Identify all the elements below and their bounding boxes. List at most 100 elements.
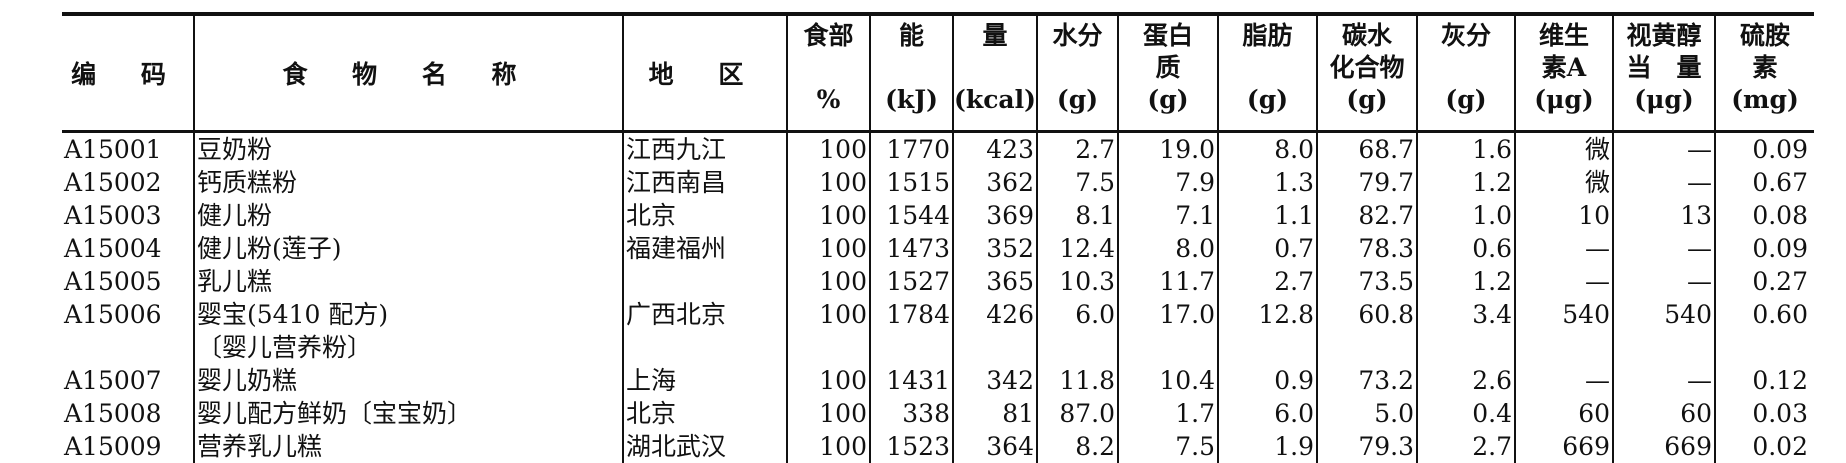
header-line: 素 xyxy=(1752,53,1778,82)
cell-thiamine: 0.08 xyxy=(1714,198,1814,232)
cell-fat: 1.1 xyxy=(1217,198,1317,232)
cell-food-name: 健儿粉 xyxy=(193,198,623,232)
column-header-thiamine: 硫胺素 (mg) xyxy=(1714,14,1814,131)
cell-code: A15001 xyxy=(64,134,162,164)
cell-retinol-equivalent: — xyxy=(1612,131,1715,166)
cell-vitamin-a xyxy=(1514,330,1613,364)
cell-carbohydrate: 78.3 xyxy=(1316,231,1417,265)
cell-water: 10.3 xyxy=(1036,264,1118,298)
table-row: A15005 乳儿糕 100 1527 365 10.3 11.7 2.7 73.5 1.2— —0… xyxy=(62,264,1814,298)
table-row: A15002 钙质糕粉 江西南昌 100 1515 362 7.5 7.9 1.3 79.7 1.2… xyxy=(62,165,1814,199)
cell-edible-portion: 100 xyxy=(786,396,870,430)
cell-protein: 17.0 xyxy=(1117,297,1218,331)
cell-retinol-equivalent: 669 xyxy=(1612,429,1715,463)
header-line: 当 量 xyxy=(1626,53,1702,82)
cell-water: 6.0 xyxy=(1036,297,1118,331)
column-header-energy-kcal: 量 (kcal) xyxy=(952,14,1037,131)
cell-retinol-equivalent: — xyxy=(1612,264,1715,298)
header-line: 地 区 xyxy=(648,59,762,89)
header-line: (g) xyxy=(1246,85,1289,114)
cell-water xyxy=(1036,330,1118,364)
cell-energy-kj: 1523 xyxy=(869,429,953,463)
cell-energy-kj: 338 xyxy=(869,396,953,430)
header-line: (kcal) xyxy=(954,85,1036,114)
cell-ash: 0.4 xyxy=(1416,396,1515,430)
cell-region: 广西北京 xyxy=(622,297,787,331)
column-header-region: 地 区 xyxy=(622,14,787,131)
cell-region: 湖北武汉 xyxy=(622,429,787,463)
cell-protein: 19.0 xyxy=(1117,131,1218,166)
cell-edible-portion: 100 xyxy=(786,231,870,265)
cell-protein xyxy=(1117,330,1218,364)
cell-food-name: 健儿粉(莲子) xyxy=(193,231,623,265)
column-header-energy-kj: 能 (kJ) xyxy=(869,14,953,131)
cell-vitamin-a: — xyxy=(1514,231,1613,265)
header-line: 水分 xyxy=(1052,21,1103,50)
cell-fat: 0.9 xyxy=(1217,363,1317,397)
cell-carbohydrate: 73.2 xyxy=(1316,363,1417,397)
table-header: 编 码食 物 名 称地 区食部% 能 (kJ) 量 (kcal) 水分 (g) 蛋白质 (g) 脂… xyxy=(62,14,1814,131)
cell-vitamin-a: 60 xyxy=(1514,396,1613,430)
cell-code xyxy=(62,331,194,364)
cell-energy-kcal: 426 xyxy=(952,297,1037,331)
header-line: 能 xyxy=(898,21,924,50)
cell-region: 北京 xyxy=(622,198,787,232)
cell-ash: 0.6 xyxy=(1416,231,1515,265)
header-line: 维生 xyxy=(1538,21,1589,50)
table-row: A15006 婴宝(5410 配方) 广西北京 100 1784 426 6.0 17.0 12… xyxy=(62,297,1814,331)
cell-water: 87.0 xyxy=(1036,396,1118,430)
header-line: 量 xyxy=(982,21,1008,50)
cell-region: 上海 xyxy=(622,363,787,397)
header-line: % xyxy=(816,85,841,114)
cell-vitamin-a: — xyxy=(1514,363,1613,397)
cell-thiamine xyxy=(1714,330,1814,364)
cell-protein: 7.1 xyxy=(1117,198,1218,232)
cell-thiamine: 0.12 xyxy=(1714,363,1814,397)
cell-energy-kcal xyxy=(952,330,1037,364)
cell-protein: 10.4 xyxy=(1117,363,1218,397)
cell-ash: 1.2 xyxy=(1416,264,1515,298)
header-line: (kJ) xyxy=(885,85,938,114)
header-line: 食 物 名 称 xyxy=(282,59,535,89)
cell-food-name: 婴儿奶糕 xyxy=(193,363,623,397)
header-line xyxy=(1418,52,1514,84)
header-line: (μg) xyxy=(1534,85,1594,114)
header-line: 脂肪 xyxy=(1242,21,1293,50)
table-row: A15009 营养乳儿糕 湖北武汉 100 1523 364 8.2 7.5 1.9 79.3 2.… xyxy=(62,429,1814,463)
header-line: (g) xyxy=(1346,85,1388,114)
cell-fat: 0.7 xyxy=(1217,231,1317,265)
cell-thiamine: 0.03 xyxy=(1714,396,1814,430)
cell-food-name: 婴宝(5410 配方) xyxy=(193,297,623,331)
cell-retinol-equivalent: — xyxy=(1612,165,1715,199)
cell-water: 8.2 xyxy=(1036,429,1118,463)
header-line: 蛋白 xyxy=(1142,21,1193,50)
cell-edible-portion: 100 xyxy=(786,198,870,232)
table-row: 〔婴儿营养粉〕 xyxy=(62,330,1814,364)
table-body: A15001 豆奶粉 江西九江 100 1770 423 2.7 19.0 8.0 68.7 1.6… xyxy=(62,131,1814,463)
cell-thiamine: 0.67 xyxy=(1714,165,1814,199)
cell-code: A15009 xyxy=(64,431,162,461)
cell-water: 11.8 xyxy=(1036,363,1118,397)
cell-code: A15008 xyxy=(64,398,162,428)
cell-retinol-equivalent: — xyxy=(1612,363,1715,397)
cell-energy-kcal: 352 xyxy=(952,231,1037,265)
cell-code: A15005 xyxy=(64,266,162,296)
cell-retinol-equivalent: 13 xyxy=(1612,198,1715,232)
food-composition-table: 编 码食 物 名 称地 区食部% 能 (kJ) 量 (kcal) 水分 (g) 蛋白质 (g) 脂… xyxy=(62,12,1814,463)
cell-vitamin-a: 669 xyxy=(1514,429,1613,463)
header-line xyxy=(1219,52,1316,84)
cell-carbohydrate: 5.0 xyxy=(1316,396,1417,430)
column-header-carbohydrate: 碳水 化合物 (g) xyxy=(1316,14,1417,131)
column-header-retinol-equivalent: 视黄醇当 量 (μg) xyxy=(1612,14,1715,131)
cell-thiamine: 0.09 xyxy=(1714,231,1814,265)
cell-ash: 1.6 xyxy=(1416,131,1515,166)
header-line: (g) xyxy=(1147,85,1189,114)
cell-carbohydrate xyxy=(1316,330,1417,364)
cell-protein: 8.0 xyxy=(1117,231,1218,265)
cell-code: A15007 xyxy=(64,365,162,395)
header-line: (mg) xyxy=(1731,85,1799,114)
cell-region: 江西南昌 xyxy=(622,165,787,199)
header-line: (g) xyxy=(1445,85,1487,114)
table-row: A15003 健儿粉 北京 100 1544 369 8.1 7.1 1.1 82.7 1.0 10 1… xyxy=(62,198,1814,232)
cell-edible-portion: 100 xyxy=(786,297,870,331)
